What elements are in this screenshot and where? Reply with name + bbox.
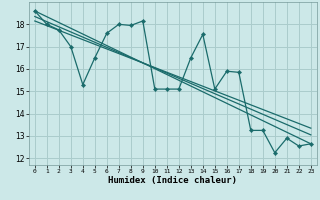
- X-axis label: Humidex (Indice chaleur): Humidex (Indice chaleur): [108, 176, 237, 185]
